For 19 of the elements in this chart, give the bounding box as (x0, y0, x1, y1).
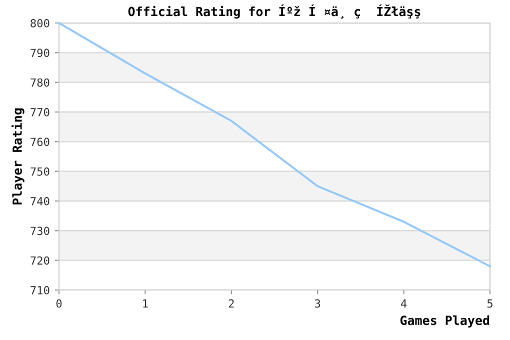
x-tick-label: 1 (143, 299, 148, 308)
y-tick-label: 800 (30, 19, 50, 28)
y-tick-label: 740 (30, 197, 50, 206)
y-axis-title: Player Rating (12, 108, 24, 204)
y-tick-label: 730 (30, 226, 50, 236)
x-tick-label: 2 (228, 299, 234, 308)
y-tick-label: 770 (30, 108, 50, 116)
y-tick-label: 790 (30, 48, 50, 58)
y-tick-label: 760 (30, 138, 50, 146)
x-tick-label: 4 (401, 299, 407, 308)
y-tick-label: 780 (30, 78, 50, 87)
x-tick-label: 3 (315, 299, 320, 308)
y-tick-label: 750 (30, 167, 50, 176)
x-tick-label: 5 (487, 299, 492, 308)
y-tick-label: 710 (30, 286, 50, 294)
chart-title: Official Rating for Íºž Í ¤ä¸ ç ÍŽłäşş (128, 4, 420, 19)
y-tick-label: 720 (30, 256, 50, 265)
x-tick-label: 0 (56, 299, 62, 308)
x-axis-title: Games Played (400, 315, 490, 328)
